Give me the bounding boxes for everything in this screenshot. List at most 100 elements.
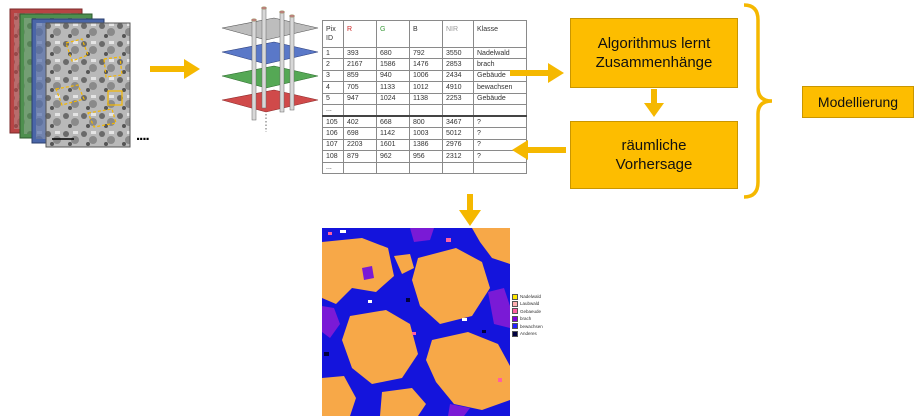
- legend-label: bewachsen: [520, 323, 543, 329]
- arrow-down-1: [644, 89, 664, 117]
- table-cell: 5: [322, 92, 344, 105]
- arrow-right-1: [150, 59, 200, 79]
- legend-swatch: [512, 293, 518, 300]
- table-row: 106 698 1142 1003 5012 ?: [322, 127, 527, 140]
- classification-map: [322, 228, 510, 416]
- table-cell: 1003: [409, 127, 443, 140]
- table-cell: 1586: [376, 58, 410, 71]
- legend-item: Gebaeude: [512, 308, 543, 315]
- pixel-layer-stack: [221, 6, 319, 132]
- table-cell: 705: [343, 81, 377, 94]
- header-nir: NIR: [442, 20, 474, 48]
- header-r: R: [343, 20, 377, 48]
- prediction-box-line2: Vorhersage: [615, 156, 693, 173]
- arrow-right-2: [510, 63, 564, 83]
- table-cell: Gebäude: [473, 92, 527, 105]
- table-cell: 1386: [409, 138, 443, 152]
- image-stack-ellipsis: ....: [136, 127, 150, 144]
- table-cell: ...: [322, 161, 344, 174]
- curly-brace: [743, 3, 773, 199]
- table-cell: 1024: [376, 92, 410, 105]
- table-cell: 792: [409, 46, 443, 60]
- legend-item: bewachsen: [512, 323, 543, 330]
- legend-swatch: [512, 330, 518, 337]
- table-row: 105 402 668 800 3467 ?: [322, 114, 527, 129]
- header-klasse: Klasse: [473, 20, 527, 48]
- table-cell: ?: [473, 150, 527, 163]
- satellite-image-stack: [9, 8, 131, 148]
- table-cell: 956: [409, 150, 443, 163]
- legend-item: brach: [512, 315, 543, 322]
- table-cell: 1142: [376, 127, 410, 140]
- table-cell: 393: [343, 46, 377, 60]
- table-cell: 105: [322, 114, 344, 129]
- table-ellipsis-row: ...: [322, 103, 527, 117]
- table-cell: 1012: [409, 81, 443, 94]
- table-cell: 962: [376, 150, 410, 163]
- table-cell: 698: [343, 127, 377, 140]
- table-cell: 3: [322, 69, 344, 83]
- table-cell: ?: [473, 114, 527, 129]
- legend-item: Nadelwald: [512, 293, 543, 300]
- legend-swatch: [512, 308, 518, 315]
- table-cell: 680: [376, 46, 410, 60]
- table-row: 3 859 940 1006 2434 Gebäude: [322, 69, 527, 83]
- modelling-label: Modellierung: [817, 94, 899, 110]
- table-cell: 108: [322, 150, 344, 163]
- table-row: 107 2203 1601 1386 2976 ?: [322, 138, 527, 152]
- table-cell: ...: [322, 103, 344, 117]
- legend-label: Anderes: [520, 330, 537, 336]
- table-cell: 1476: [409, 58, 443, 71]
- table-cell: 800: [409, 114, 443, 129]
- algorithm-box-line1: Algorithmus lernt: [597, 35, 711, 52]
- table-cell: 4910: [442, 81, 474, 94]
- legend-label: brach: [520, 316, 532, 322]
- table-cell: 2253: [442, 92, 474, 105]
- table-cell: 5012: [442, 127, 474, 140]
- map-legend: Nadelwald Laubwald Gebaeude brach bewach…: [512, 293, 543, 337]
- spatial-prediction-box: räumliche Vorhersage: [570, 121, 738, 189]
- legend-label: Gebaeude: [520, 308, 542, 314]
- table-cell: 2203: [343, 138, 377, 152]
- grayscale-band-layer: [45, 22, 131, 148]
- pixel-data-table: Pix ID R G B NIR Klasse 1 393 680 792 35…: [322, 20, 527, 174]
- gray-layer: [221, 17, 319, 41]
- table-cell: 2167: [343, 58, 377, 71]
- table-cell: 940: [376, 69, 410, 83]
- legend-item: Laubwald: [512, 300, 543, 308]
- table-cell: 2853: [442, 58, 474, 71]
- arrow-left: [512, 140, 566, 160]
- table-cell: 3467: [442, 114, 474, 129]
- table-cell: 1133: [376, 81, 410, 94]
- table-cell: 947: [343, 92, 377, 105]
- header-g: G: [376, 20, 410, 48]
- header-pix-id: Pix ID: [322, 20, 344, 48]
- algorithm-box-line2: Zusammenhänge: [595, 54, 713, 71]
- algorithm-learns-box: Algorithmus lernt Zusammenhänge: [570, 18, 738, 88]
- table-cell: 1601: [376, 138, 410, 152]
- table-cell: 1138: [409, 92, 443, 105]
- table-row: 2 2167 1586 1476 2853 brach: [322, 58, 527, 71]
- legend-item: Anderes: [512, 330, 543, 337]
- arrow-down-2: [459, 194, 481, 226]
- table-cell: 879: [343, 150, 377, 163]
- table-cell: 2434: [442, 69, 474, 83]
- legend-swatch: [512, 315, 518, 322]
- modelling-box: Modellierung: [802, 86, 914, 118]
- green-layer: [221, 65, 319, 89]
- table-cell: 2312: [442, 150, 474, 163]
- legend-label: Nadelwald: [520, 294, 542, 299]
- table-cell: 1006: [409, 69, 443, 83]
- table-cell: 859: [343, 69, 377, 83]
- blue-layer: [221, 41, 319, 65]
- table-cell: 107: [322, 138, 344, 152]
- table-cell: 3550: [442, 46, 474, 60]
- table-cell: 668: [376, 114, 410, 129]
- header-b: B: [409, 20, 443, 48]
- table-row: 1 393 680 792 3550 Nadelwald: [322, 46, 527, 60]
- table-header-row: Pix ID R G B NIR Klasse: [322, 20, 527, 48]
- table-row: 108 879 962 956 2312 ?: [322, 150, 527, 163]
- table-cell: 2976: [442, 138, 474, 152]
- legend-label: Laubwald: [520, 301, 540, 307]
- table-cell: 402: [343, 114, 377, 129]
